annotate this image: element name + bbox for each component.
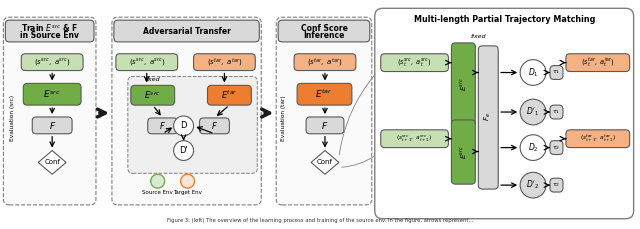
Text: Train $E^{src}$ & F: Train $E^{src}$ & F <box>20 22 77 34</box>
Text: $(s_{t+1}^{src},\ a_{t+1}^{src})$: $(s_{t+1}^{src},\ a_{t+1}^{src})$ <box>396 134 433 144</box>
FancyBboxPatch shape <box>128 76 257 173</box>
Text: $E^{src}$: $E^{src}$ <box>44 88 61 100</box>
Text: $E^{tar}$: $E^{tar}$ <box>315 88 333 101</box>
FancyBboxPatch shape <box>276 17 372 205</box>
Text: Inference: Inference <box>303 31 345 41</box>
Text: Figure 3: (left) The overview of the learning process and training of the source: Figure 3: (left) The overview of the lea… <box>167 218 473 223</box>
FancyBboxPatch shape <box>451 120 476 184</box>
Text: $D_1$: $D_1$ <box>528 66 538 79</box>
FancyBboxPatch shape <box>550 178 563 192</box>
Text: $(s^{src},\ a^{src})$: $(s^{src},\ a^{src})$ <box>129 57 165 68</box>
Text: Evaluation (src): Evaluation (src) <box>10 95 15 141</box>
Text: in Source Env: in Source Env <box>20 31 79 41</box>
FancyBboxPatch shape <box>3 17 96 205</box>
Text: D: D <box>180 121 187 130</box>
FancyBboxPatch shape <box>23 83 81 105</box>
Text: D': D' <box>179 146 188 155</box>
Text: $(s_{t+1}^{tar},\ a_{t+1}^{tar})$: $(s_{t+1}^{tar},\ a_{t+1}^{tar})$ <box>579 134 616 144</box>
Circle shape <box>520 135 546 161</box>
FancyBboxPatch shape <box>451 43 476 127</box>
Circle shape <box>180 174 195 188</box>
Text: Source Env: Source Env <box>142 190 173 195</box>
FancyBboxPatch shape <box>131 85 175 105</box>
Text: Target Env: Target Env <box>173 190 202 195</box>
Text: $F$: $F$ <box>49 120 56 131</box>
FancyBboxPatch shape <box>32 117 72 134</box>
Text: $E^{src}$: $E^{src}$ <box>145 89 161 101</box>
FancyBboxPatch shape <box>200 118 229 134</box>
FancyBboxPatch shape <box>381 130 449 148</box>
FancyBboxPatch shape <box>294 54 356 71</box>
FancyBboxPatch shape <box>550 141 563 155</box>
Text: Adversarial Transfer: Adversarial Transfer <box>143 27 230 35</box>
Text: Evaluation (tar): Evaluation (tar) <box>281 95 285 141</box>
FancyBboxPatch shape <box>381 54 449 71</box>
Text: $(s^{tar},\ a^{tar})$: $(s^{tar},\ a^{tar})$ <box>207 56 242 68</box>
FancyBboxPatch shape <box>550 105 563 119</box>
Circle shape <box>520 99 546 125</box>
FancyBboxPatch shape <box>550 65 563 79</box>
FancyBboxPatch shape <box>207 85 252 105</box>
Text: $(s_t^{src},\ a_t^{src})$: $(s_t^{src},\ a_t^{src})$ <box>397 56 432 69</box>
Circle shape <box>520 172 546 198</box>
Text: $D'_2$: $D'_2$ <box>527 179 540 191</box>
FancyBboxPatch shape <box>114 20 259 42</box>
FancyBboxPatch shape <box>21 54 83 71</box>
Text: fixed: fixed <box>470 34 486 39</box>
Text: Conf: Conf <box>317 159 333 165</box>
Polygon shape <box>38 150 66 174</box>
Text: $F$: $F$ <box>211 120 218 131</box>
FancyBboxPatch shape <box>478 46 498 189</box>
Text: $D'_1$: $D'_1$ <box>527 106 540 118</box>
FancyBboxPatch shape <box>306 117 344 134</box>
FancyBboxPatch shape <box>566 54 630 71</box>
Text: $\tau_1$: $\tau_1$ <box>552 68 560 76</box>
FancyBboxPatch shape <box>297 83 352 105</box>
Circle shape <box>173 141 193 161</box>
Text: $\tau_2$: $\tau_2$ <box>552 181 560 189</box>
FancyBboxPatch shape <box>116 54 178 71</box>
FancyBboxPatch shape <box>5 20 94 42</box>
Text: $F$: $F$ <box>321 120 328 131</box>
Text: $D_2$: $D_2$ <box>528 141 538 154</box>
Circle shape <box>520 60 546 85</box>
Text: $\tau_1$: $\tau_1$ <box>552 108 560 116</box>
Text: fixed: fixed <box>145 77 161 82</box>
Text: Multi-length Partial Trajectory Matching: Multi-length Partial Trajectory Matching <box>413 15 595 24</box>
Text: $E^{tar}$: $E^{tar}$ <box>221 89 237 101</box>
Circle shape <box>151 174 164 188</box>
Polygon shape <box>311 150 339 174</box>
Text: $\tau_2$: $\tau_2$ <box>552 144 560 152</box>
FancyBboxPatch shape <box>148 118 178 134</box>
FancyBboxPatch shape <box>375 8 634 219</box>
FancyBboxPatch shape <box>566 130 630 148</box>
FancyBboxPatch shape <box>193 54 255 71</box>
Text: Conf: Conf <box>44 159 60 165</box>
Text: $F$: $F$ <box>159 120 166 131</box>
Text: $(s^{src},\ a^{src})$: $(s^{src},\ a^{src})$ <box>34 57 70 68</box>
Text: Conf Score: Conf Score <box>301 24 348 33</box>
FancyBboxPatch shape <box>112 17 261 205</box>
Text: $(s^{tar},\ a^{tar})$: $(s^{tar},\ a^{tar})$ <box>307 56 343 68</box>
FancyBboxPatch shape <box>278 20 370 42</box>
Circle shape <box>173 116 193 136</box>
Text: $F_e$: $F_e$ <box>483 113 493 121</box>
Text: $(s_t^{tar},\ a_t^{tar})$: $(s_t^{tar},\ a_t^{tar})$ <box>581 56 614 69</box>
Text: $E^{src}$: $E^{src}$ <box>458 77 468 91</box>
Text: $E^{src}$: $E^{src}$ <box>458 144 468 158</box>
